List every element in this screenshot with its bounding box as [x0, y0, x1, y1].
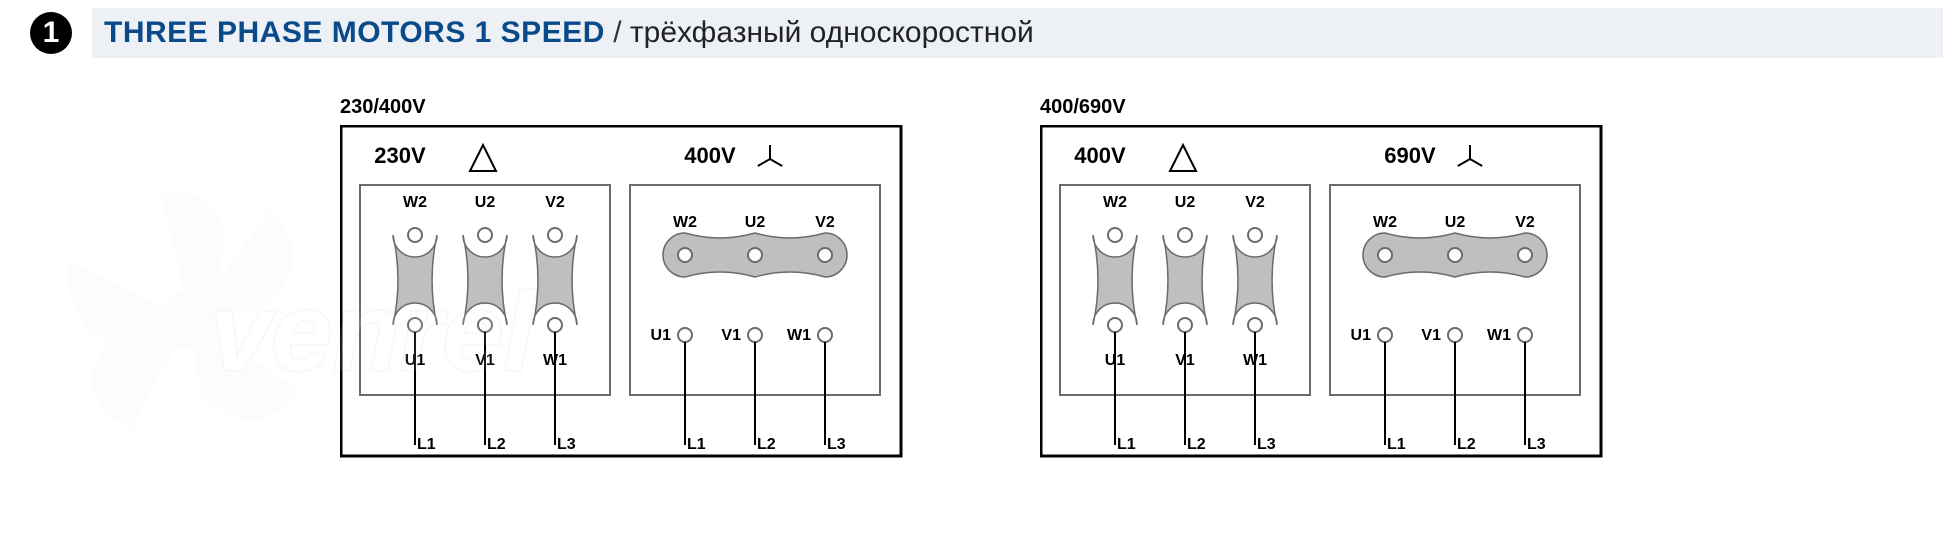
motor-group-0: 230/400V 230V 400V W2 U2 V2 U1 V1 W1 L1 L2 L3 W2 U2 V…	[340, 96, 920, 475]
svg-text:230V: 230V	[374, 143, 426, 168]
section-number: 1	[43, 16, 60, 50]
section-title-bar: THREE PHASE MOTORS 1 SPEED / трёхфазный …	[92, 8, 1943, 58]
svg-text:W2: W2	[1373, 214, 1397, 231]
svg-text:L1: L1	[1387, 436, 1406, 453]
svg-text:W2: W2	[673, 214, 697, 231]
svg-text:L3: L3	[827, 436, 846, 453]
svg-text:L2: L2	[487, 436, 506, 453]
connection-box-1: 400V690VW2U2V2U1V1W1L1L2L3W2U2V2U1L1V1L2…	[1040, 125, 1620, 475]
diagrams-container: 230/400V 230V 400V W2 U2 V2 U1 V1 W1 L1 L2 L3 W2 U2 V…	[0, 66, 1943, 475]
svg-text:U2: U2	[745, 214, 766, 231]
svg-text:U1: U1	[651, 327, 672, 344]
svg-text:W1: W1	[787, 327, 811, 344]
svg-text:V2: V2	[1245, 194, 1265, 211]
svg-text:U2: U2	[1445, 214, 1466, 231]
svg-text:U2: U2	[1175, 194, 1196, 211]
svg-text:V2: V2	[545, 194, 565, 211]
svg-text:V2: V2	[815, 214, 835, 231]
svg-text:L2: L2	[757, 436, 776, 453]
svg-text:400V: 400V	[1074, 143, 1126, 168]
title-en: THREE PHASE MOTORS 1 SPEED	[104, 16, 605, 49]
svg-text:W2: W2	[1103, 194, 1127, 211]
svg-text:L1: L1	[1117, 436, 1136, 453]
svg-text:L3: L3	[1527, 436, 1546, 453]
group-label-1: 400/690V	[1040, 96, 1620, 119]
group-label-0: 230/400V	[340, 96, 920, 119]
svg-text:L3: L3	[557, 436, 576, 453]
svg-text:L1: L1	[417, 436, 436, 453]
svg-text:V1: V1	[1421, 327, 1441, 344]
svg-text:400V: 400V	[684, 143, 736, 168]
svg-text:L3: L3	[1257, 436, 1276, 453]
svg-text:690V: 690V	[1384, 143, 1436, 168]
svg-text:V2: V2	[1515, 214, 1535, 231]
connection-box-0: 230V400VW2U2V2U1V1W1L1L2L3W2U2V2U1L1V1L2…	[340, 125, 920, 475]
title-separator: /	[605, 16, 630, 49]
svg-text:U1: U1	[1351, 327, 1372, 344]
svg-text:L1: L1	[687, 436, 706, 453]
svg-text:L2: L2	[1187, 436, 1206, 453]
motor-group-1: 400/690V 400V 690V W2 U2 V2 U1 V1 W1 L1 L2 L3 W2 U2 V…	[1040, 96, 1620, 475]
svg-text:U2: U2	[475, 194, 496, 211]
section-number-badge: 1	[30, 12, 72, 54]
svg-text:W1: W1	[1487, 327, 1511, 344]
title-ru: трёхфазный односкоростной	[630, 16, 1034, 49]
svg-text:L2: L2	[1457, 436, 1476, 453]
section-header: 1 THREE PHASE MOTORS 1 SPEED / трёхфазны…	[0, 0, 1943, 66]
svg-text:V1: V1	[721, 327, 741, 344]
svg-text:W2: W2	[403, 194, 427, 211]
